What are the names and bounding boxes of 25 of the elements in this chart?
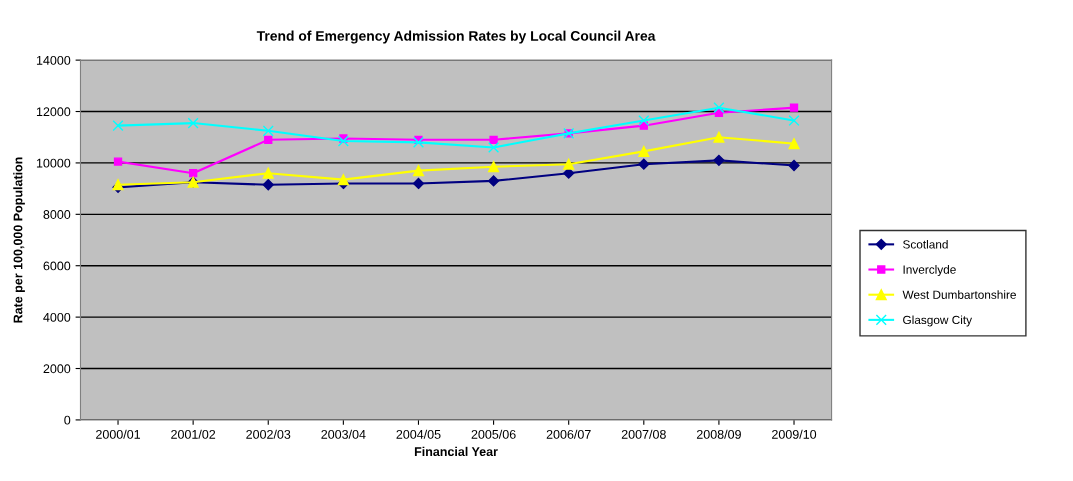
x-tick-label: 2004/05	[396, 429, 441, 439]
x-tick-label: 2000/01	[96, 429, 141, 439]
y-tick-label: 10000	[36, 158, 71, 168]
y-tick-label: 4000	[43, 312, 71, 322]
y-tick-label: 2000	[43, 364, 71, 374]
chart-title: Trend of Emergency Admission Rates by Local Council Area	[256, 30, 656, 44]
y-axis-title: Rate per 100,000 Population	[13, 157, 25, 323]
x-tick-label: 2002/03	[246, 429, 291, 439]
x-tick-label: 2001/02	[171, 429, 216, 439]
legend-label: West Dumbartonshire	[902, 290, 1016, 299]
y-tick-label: 8000	[43, 210, 71, 219]
x-tick-label: 2009/10	[772, 429, 817, 439]
legend-label: Scotland	[903, 239, 948, 249]
x-tick-label: 2003/04	[321, 429, 366, 439]
x-tick-label: 2005/06	[471, 429, 516, 439]
y-tick-label: 0	[64, 415, 71, 425]
y-tick-label: 12000	[36, 107, 71, 117]
y-tick-label: 6000	[43, 261, 71, 271]
x-tick-label: 2008/09	[696, 429, 741, 439]
x-tick-label: 2006/07	[546, 429, 591, 439]
y-tick-label: 14000	[36, 55, 71, 65]
x-tick-label: 2007/08	[621, 429, 666, 439]
x-axis-title: Financial Year	[414, 446, 498, 457]
legend-label: Inverclyde	[903, 265, 956, 277]
legend-label: Glasgow City	[903, 315, 973, 327]
